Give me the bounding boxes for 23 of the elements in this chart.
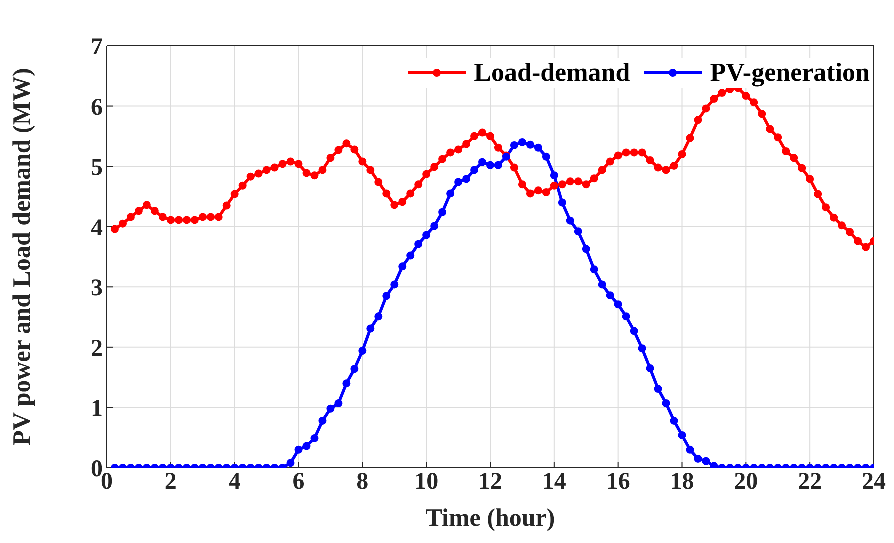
- x-tick-label: 2: [164, 469, 177, 496]
- x-tick-label: 12: [478, 469, 502, 496]
- x-tick-label: 14: [542, 469, 566, 496]
- x-tick-label: 18: [670, 469, 694, 496]
- y-tick-label: 3: [91, 276, 103, 302]
- legend-label: PV-generation: [710, 58, 870, 88]
- x-axis-title: Time (hour): [426, 505, 556, 532]
- x-tick-label: 10: [414, 469, 439, 496]
- x-tick-label: 6: [292, 469, 305, 496]
- y-tick-label: 6: [91, 94, 103, 121]
- y-tick-label: 4: [91, 215, 103, 242]
- x-tick-label: 16: [606, 469, 630, 496]
- legend-label: Load-demand: [474, 58, 630, 88]
- x-tick-label: 20: [734, 469, 758, 496]
- y-tick-label: 7: [91, 34, 103, 61]
- y-tick-label: 5: [91, 155, 103, 182]
- y-tick-label: 1: [91, 396, 103, 422]
- x-tick-label: 8: [356, 469, 369, 496]
- y-tick-label: 2: [91, 336, 103, 362]
- x-tick-label: 24: [862, 469, 886, 496]
- x-tick-label: 22: [798, 469, 822, 496]
- x-tick-label: 4: [228, 469, 241, 496]
- y-axis-title: PV power and Load demand (MW): [8, 68, 36, 446]
